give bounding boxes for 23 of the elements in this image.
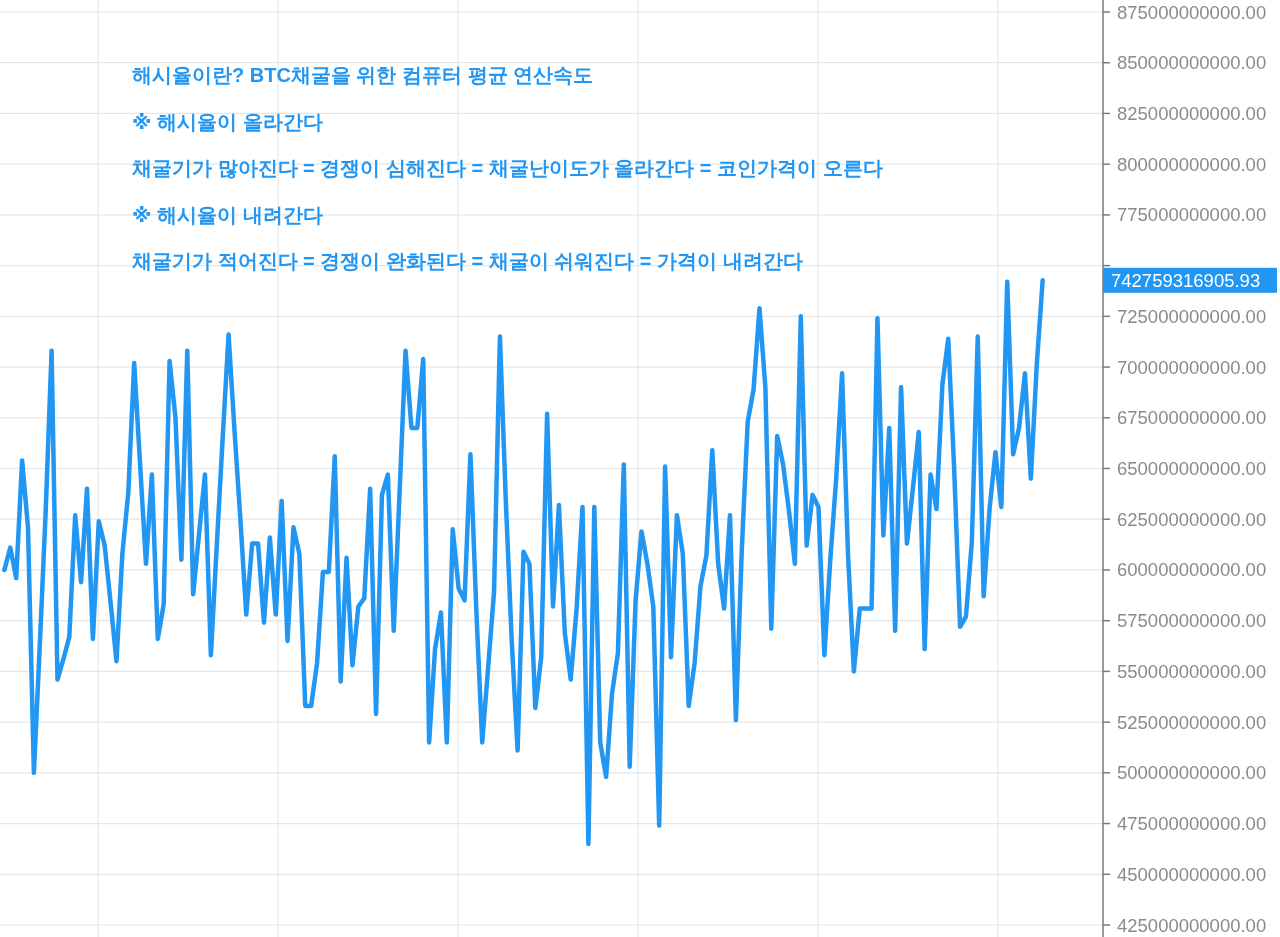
annotation: ※ 해시율이 올라간다 xyxy=(132,110,323,133)
y-tick-label: 825000000000.00 xyxy=(1117,102,1267,124)
y-tick-label: 450000000000.00 xyxy=(1117,863,1267,885)
y-tick-label: 600000000000.00 xyxy=(1117,559,1267,581)
annotation: 해시율이란? BTC채굴을 위한 컴퓨터 평균 연산속도 xyxy=(132,64,594,86)
annotation: ※ 해시율이 내려간다 xyxy=(132,203,323,226)
y-tick-label: 525000000000.00 xyxy=(1117,711,1267,733)
y-tick-label: 650000000000.00 xyxy=(1117,458,1267,479)
y-tick-label: 800000000000.00 xyxy=(1117,153,1267,175)
y-tick-label: 425000000000.00 xyxy=(1117,914,1267,936)
y-tick-label: 725000000000.00 xyxy=(1117,305,1267,327)
y-tick-label: 875000000000.00 xyxy=(1117,1,1267,23)
annotation: 채굴기가 많아진다 = 경쟁이 심해진다 = 채굴난이도가 올라간다 = 코인가격이 오른다 xyxy=(131,157,883,180)
y-tick-label: 700000000000.00 xyxy=(1117,356,1267,378)
y-tick-label: 575000000000.00 xyxy=(1117,610,1267,632)
y-tick-label: 500000000000.00 xyxy=(1117,762,1267,784)
y-tick-label: 550000000000.00 xyxy=(1117,660,1267,682)
y-tick-label: 675000000000.00 xyxy=(1117,407,1267,429)
y-tick-label: 775000000000.00 xyxy=(1117,204,1267,226)
y-tick-label: 475000000000.00 xyxy=(1117,813,1267,835)
annotation: 채굴기가 적어진다 = 경쟁이 완화된다 = 채굴이 쉬워진다 = 가격이 내려간다 xyxy=(131,250,803,273)
y-tick-label: 625000000000.00 xyxy=(1117,508,1267,530)
y-tick-label: 850000000000.00 xyxy=(1117,52,1267,74)
